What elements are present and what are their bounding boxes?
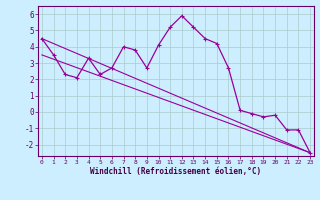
X-axis label: Windchill (Refroidissement éolien,°C): Windchill (Refroidissement éolien,°C): [91, 167, 261, 176]
